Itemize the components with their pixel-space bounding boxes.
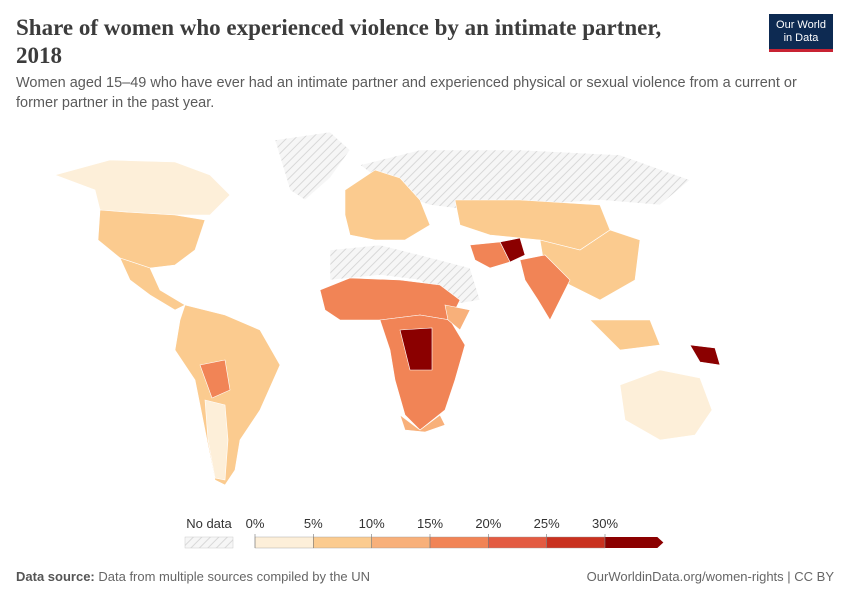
region [444,304,471,331]
subtitle: Women aged 15–49 who have ever had an in… [16,75,797,111]
legend-bin [546,536,606,549]
source-label: Data source: [16,569,95,584]
region [119,257,186,311]
legend-tick-label: 30% [592,516,618,531]
region [619,369,713,441]
region [399,327,433,371]
legend-bin [254,536,314,549]
logo-line: Our World [776,19,826,31]
region [274,131,351,201]
region [589,319,661,351]
legend-tick-label: 0% [246,516,265,531]
legend-tick-label: 25% [534,516,560,531]
logo-line: in Data [783,32,819,44]
legend-bin [429,536,489,549]
region [54,159,231,216]
region [344,169,431,241]
legend-bin [605,537,664,548]
legend-label: No data [186,516,232,531]
footer-credit[interactable]: OurWorldinData.org/women-rights | CC BY [586,569,834,584]
region [454,199,611,251]
no-data-swatch [184,536,234,549]
title: Share of women who experienced violence … [16,15,662,68]
legend-tick-label: 10% [359,516,385,531]
region [469,241,511,269]
region [519,254,571,321]
region [199,359,231,399]
footer-source: Data source: Data from multiple sources … [16,569,370,584]
legend-tick-label: 15% [417,516,443,531]
region [174,304,281,486]
legend-bin [488,536,547,549]
region [399,414,446,433]
logo[interactable]: Our World in Data [769,14,833,52]
region [379,314,466,431]
legend: No data 0% 5% 10% 15% 20% 25% 30% [184,516,664,549]
legend-bin [313,536,372,549]
legend-tick-label: 5% [304,516,323,531]
source: Data from multiple sources compiled by t… [98,569,371,584]
region [359,149,691,211]
region [204,399,229,481]
legend-bin [371,536,431,549]
region [689,344,721,366]
region [97,209,206,269]
countries [54,131,721,486]
legend-tick-label: 20% [475,516,501,531]
